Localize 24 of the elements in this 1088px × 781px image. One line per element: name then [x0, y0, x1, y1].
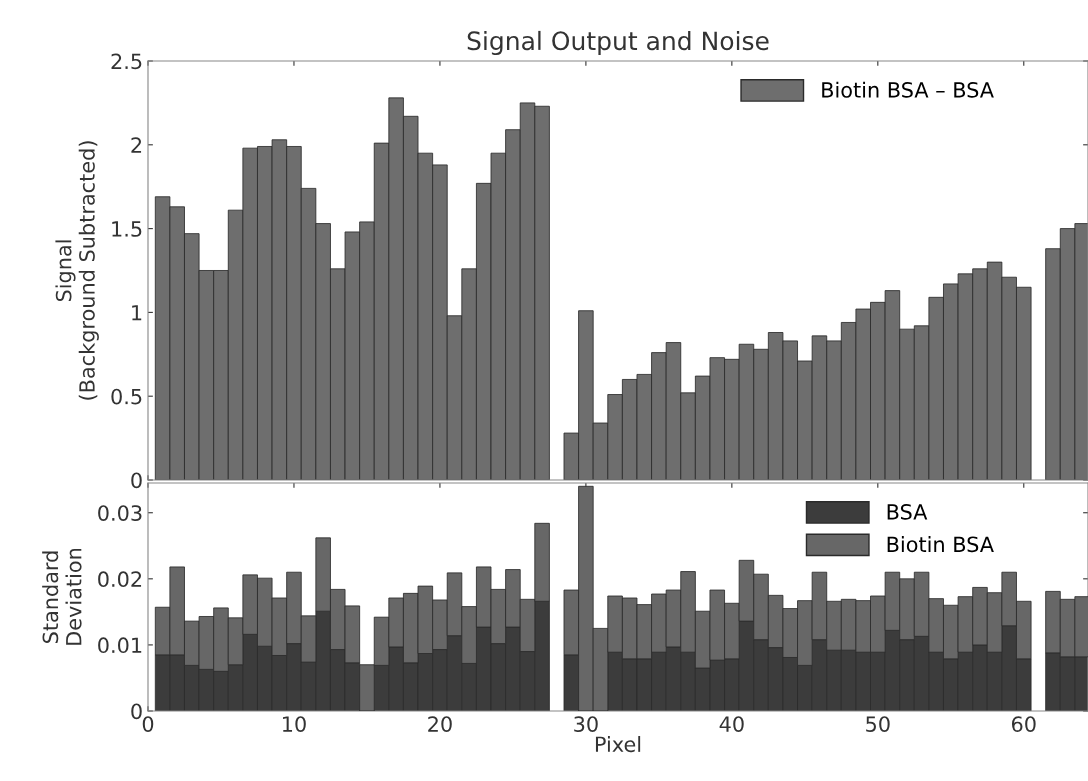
- y-tick-label: 0: [131, 703, 142, 720]
- legend-label: Biotin BSA: [887, 536, 994, 553]
- x-tick-label: 50: [866, 716, 890, 732]
- y-tick-label: 0.5: [111, 388, 142, 405]
- x-tick-label: 40: [719, 716, 744, 732]
- x-tick-label: 10: [283, 716, 306, 732]
- y-tick-label: 2.5: [111, 53, 142, 70]
- x-axis-title: Pixel: [595, 736, 641, 753]
- y-tick-label: 2: [131, 137, 142, 153]
- legend-label: BSA: [887, 504, 928, 520]
- y-axis-title: Signal (Background Subtracted): [55, 141, 99, 400]
- x-tick-label: 60: [1011, 716, 1036, 732]
- x-tick-label: 20: [428, 716, 452, 732]
- x-tick-label: 30: [574, 716, 598, 732]
- chart-title: Signal Output and Noise: [467, 30, 769, 56]
- y-axis-title: Standard Deviation: [42, 548, 82, 645]
- y-tick-label: 0.02: [98, 571, 142, 588]
- y-tick-label: 0.01: [98, 637, 142, 654]
- y-tick-label: 1: [132, 305, 142, 321]
- y-tick-label: 1.5: [112, 221, 142, 237]
- y-tick-label: 0: [131, 472, 142, 489]
- x-tick-label: 0: [142, 716, 154, 732]
- y-tick-label: 0.03: [98, 505, 142, 521]
- legend-label: Biotin BSA – BSA: [822, 81, 994, 98]
